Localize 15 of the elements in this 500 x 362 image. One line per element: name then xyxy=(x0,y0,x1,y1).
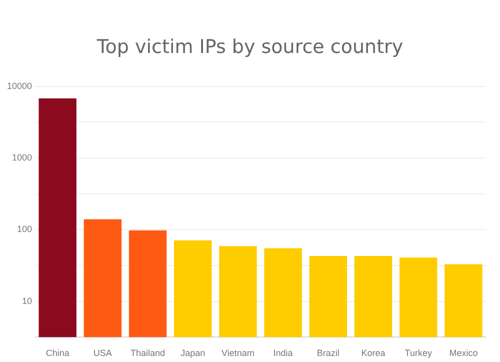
x-tick-label: Japan xyxy=(180,348,206,358)
y-tick-label: 100 xyxy=(16,224,32,234)
x-tick-label: Turkey xyxy=(404,348,432,358)
x-tick-label: Vietnam xyxy=(222,348,254,358)
x-tick-label: China xyxy=(46,348,70,358)
y-tick-label: 10000 xyxy=(6,80,32,91)
x-tick-label: USA xyxy=(93,348,112,358)
x-tick-label: Thailand xyxy=(130,348,166,358)
x-tick-label: Mexico xyxy=(449,348,478,358)
x-tick-label: India xyxy=(273,348,293,358)
x-tick-label: Korea xyxy=(361,348,386,358)
y-tick-label: 10 xyxy=(22,296,32,306)
y-tick-label: 1000 xyxy=(12,152,32,163)
chart-title: Top victim IPs by source country xyxy=(96,36,404,58)
x-tick-label: Brazil xyxy=(316,348,340,358)
